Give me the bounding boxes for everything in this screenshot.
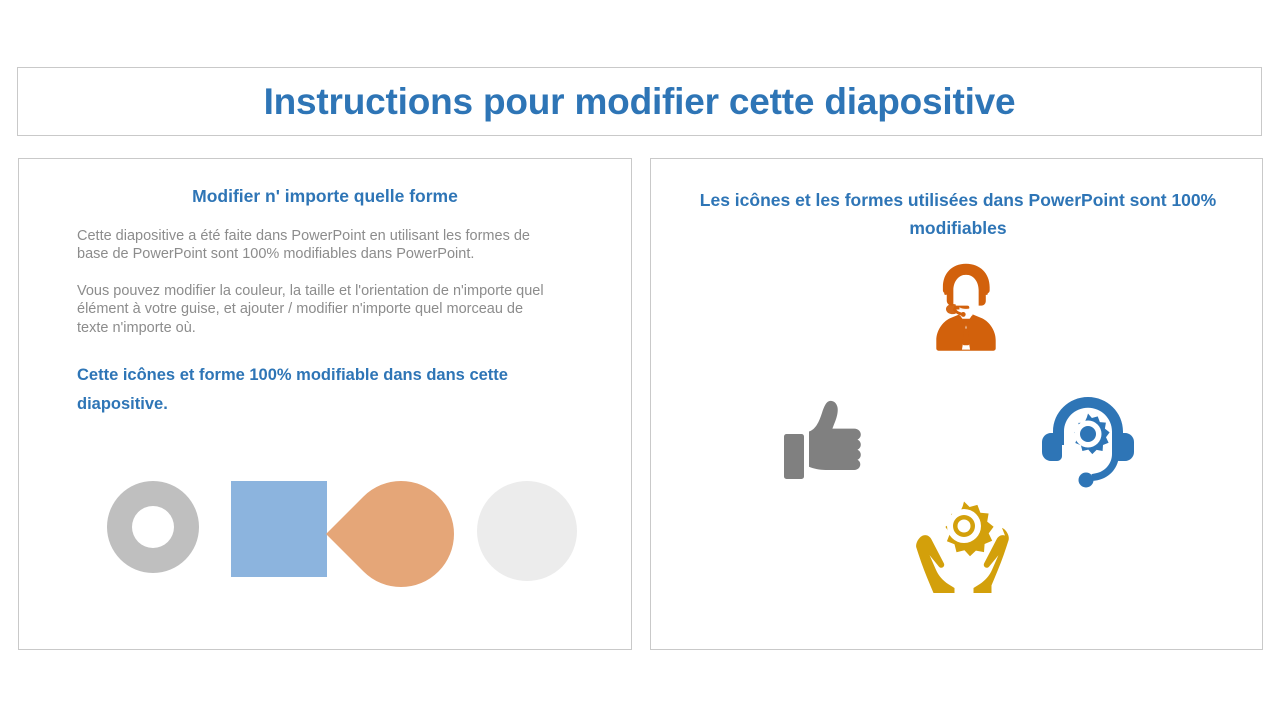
right-panel-heading: Les icônes et les formes utilisées dans …	[699, 190, 1217, 238]
title-banner: Instructions pour modifier cette diaposi…	[17, 67, 1262, 136]
teardrop-shape[interactable]	[326, 459, 476, 609]
page-title: Instructions pour modifier cette diaposi…	[263, 80, 1016, 122]
left-panel-heading: Modifier n' importe quelle forme	[192, 186, 458, 206]
right-panel: Les icônes et les formes utilisées dans …	[650, 158, 1263, 650]
support-agent-icon[interactable]	[911, 255, 1021, 365]
thumbs-up-icon[interactable]	[776, 387, 886, 492]
left-highlight-text: Cette icônes et forme 100% modifiable da…	[77, 366, 508, 413]
left-panel: Modifier n' importe quelle forme Cette d…	[18, 158, 632, 650]
square-shape[interactable]	[231, 481, 327, 577]
circle-shape[interactable]	[477, 481, 577, 581]
hands-gear-icon[interactable]	[909, 495, 1019, 595]
left-paragraph-1: Cette diapositive a été faite dans Power…	[77, 228, 530, 263]
shapes-row	[76, 459, 596, 609]
headset-gear-icon[interactable]	[1033, 389, 1143, 494]
donut-shape[interactable]	[107, 481, 199, 573]
left-paragraph-2: Vous pouvez modifier la couleur, la tail…	[77, 282, 544, 336]
icon-collection	[651, 159, 1262, 649]
left-panel-body: Cette diapositive a été faite dans Power…	[77, 227, 547, 419]
